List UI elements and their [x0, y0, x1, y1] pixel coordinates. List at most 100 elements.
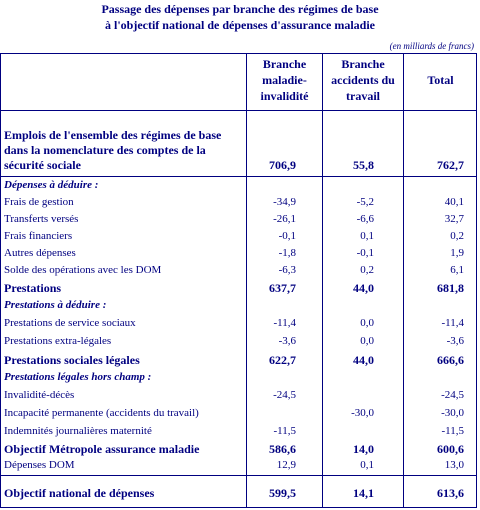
row-value-accidents: -5,2	[356, 196, 374, 208]
row-value-maladie: -11,5	[273, 425, 296, 437]
row-value-accidents: 0,0	[360, 317, 374, 329]
unit-note: (en milliards de francs)	[389, 41, 474, 51]
table-row: Solde des opérations avec les DOM -6,3 0…	[0, 263, 477, 280]
row-label: Dépenses DOM	[4, 459, 75, 471]
row-value-maladie: 637,7	[269, 281, 296, 295]
row-value-accidents: 44,0	[353, 353, 374, 367]
row-value-accidents: 0,1	[360, 230, 374, 242]
row-label: Prestations légales hors champ :	[4, 371, 152, 383]
column-divider-2	[322, 53, 323, 508]
row-value-accidents: 0,1	[360, 459, 374, 471]
row-value-total: 666,6	[437, 353, 464, 367]
row-value-maladie: -11,4	[273, 317, 296, 329]
row-value-maladie: -3,6	[278, 335, 296, 347]
column-header-maladie: Branche maladie- invalidité	[247, 56, 322, 104]
row-value-maladie: -0,1	[278, 230, 296, 242]
table-row: Incapacité permanente (accidents du trav…	[0, 406, 477, 423]
row-value-maladie: 622,7	[269, 353, 296, 367]
row-label: Prestations extra-légales	[4, 335, 112, 347]
final-divider	[0, 475, 477, 476]
table-title-line-2: à l'objectif national de dépenses d'assu…	[104, 18, 375, 32]
emplois-value-total: 762,7	[437, 158, 464, 172]
column-header-accidents-l2: accidents du	[331, 73, 395, 87]
row-value-total: 40,1	[444, 196, 464, 208]
row-label: Prestations à déduire :	[4, 299, 107, 311]
row-value-maladie: 586,6	[269, 442, 296, 456]
row-label: Frais de gestion	[4, 196, 74, 208]
column-header-accidents-l1: Branche	[341, 57, 385, 71]
emplois-label-l3: sécurité sociale	[4, 158, 81, 172]
column-header-maladie-l1: Branche	[262, 57, 307, 71]
table-row: Prestations légales hors champ :	[0, 370, 477, 387]
emplois-label-l2: dans la nomenclature des comptes de la	[4, 143, 206, 157]
row-value-maladie: 12,9	[276, 459, 296, 471]
row-label: Prestations de service sociaux	[4, 317, 136, 329]
row-value-accidents: -30,0	[351, 407, 374, 419]
table-row: Prestations à déduire :	[0, 298, 477, 315]
table-frame	[0, 53, 477, 508]
table-row: Frais financiers -0,1 0,1 0,2	[0, 229, 477, 246]
table-row: Prestations de service sociaux -11,4 0,0…	[0, 316, 477, 333]
row-value-maladie: -26,1	[273, 213, 296, 225]
table-row: Prestations 637,7 44,0 681,8	[0, 280, 477, 297]
row-value-total: 1,9	[450, 247, 464, 259]
row-value-maladie: -6,3	[278, 264, 296, 276]
emplois-values: 706,9 55,8 762,7	[0, 157, 477, 174]
column-header-maladie-l2: maladie-	[262, 73, 307, 87]
row-value-accidents: 0,2	[360, 264, 374, 276]
row-value-accidents: 0,0	[360, 335, 374, 347]
emplois-label: Emplois de l'ensemble des régimes de bas…	[4, 128, 244, 173]
table-row: Autres dépenses -1,8 -0,1 1,9	[0, 246, 477, 263]
row-value-accidents: -6,6	[356, 213, 374, 225]
row-value-total: 13,0	[444, 459, 464, 471]
final-value-total: 613,6	[437, 486, 464, 500]
column-header-total: Total	[427, 73, 454, 87]
emplois-label-l1: Emplois de l'ensemble des régimes de bas…	[4, 128, 222, 142]
row-value-total: 32,7	[444, 213, 464, 225]
row-label: Solde des opérations avec les DOM	[4, 264, 162, 276]
row-value-maladie: -1,8	[278, 247, 296, 259]
final-row-label: Objectif national de dépenses	[4, 486, 155, 500]
row-value-total: 681,8	[437, 281, 464, 295]
final-row: Objectif national de dépenses 599,5 14,1…	[0, 485, 477, 502]
row-label: Prestations	[4, 281, 62, 295]
row-value-total: 6,1	[450, 264, 464, 276]
row-label: Objectif Métropole assurance maladie	[4, 442, 200, 456]
final-value-maladie: 599,5	[269, 486, 296, 500]
row-value-total: -11,4	[441, 317, 464, 329]
column-header-accidents-l3: travail	[346, 89, 380, 103]
row-label: Indemnités journalières maternité	[4, 425, 152, 437]
emplois-value-maladie: 706,9	[269, 158, 296, 172]
final-value-accidents: 14,1	[353, 486, 374, 500]
row-value-maladie: -24,5	[273, 389, 296, 401]
table-row: Prestations extra-légales -3,6 0,0 -3,6	[0, 334, 477, 351]
row-value-accidents: 14,0	[353, 442, 374, 456]
emplois-divider	[0, 176, 477, 177]
row-label: Autres dépenses	[4, 247, 76, 259]
column-header-accidents: Branche accidents du travail	[323, 56, 403, 104]
column-header-maladie-l3: invalidité	[260, 89, 309, 103]
table-row: Transferts versés -26,1 -6,6 32,7	[0, 212, 477, 229]
row-value-total: -30,0	[441, 407, 464, 419]
row-label: Invalidité-décès	[4, 389, 75, 401]
table-row: Frais de gestion -34,9 -5,2 40,1	[0, 195, 477, 212]
row-value-maladie: -34,9	[273, 196, 296, 208]
row-value-total: 0,2	[450, 230, 464, 242]
table-row: Dépenses DOM 12,9 0,1 13,0	[0, 458, 477, 475]
table-row: Objectif Métropole assurance maladie 586…	[0, 441, 477, 458]
row-label: Transferts versés	[4, 213, 79, 225]
table-row: Indemnités journalières maternité -11,5 …	[0, 424, 477, 441]
header-divider	[0, 110, 477, 111]
table-row: Dépenses à déduire :	[0, 178, 477, 195]
row-value-total: -11,5	[441, 425, 464, 437]
row-value-accidents: -0,1	[356, 247, 374, 259]
table-title-line-1: Passage des dépenses par branche des rég…	[101, 2, 379, 16]
row-value-total: -3,6	[446, 335, 464, 347]
column-divider-1	[246, 53, 247, 508]
emplois-value-accidents: 55,8	[353, 158, 374, 172]
row-label: Incapacité permanente (accidents du trav…	[4, 407, 199, 419]
row-value-accidents: 44,0	[353, 281, 374, 295]
row-label: Dépenses à déduire :	[4, 179, 99, 191]
row-label: Frais financiers	[4, 230, 73, 242]
table-row: Invalidité-décès -24,5 -24,5	[0, 388, 477, 405]
